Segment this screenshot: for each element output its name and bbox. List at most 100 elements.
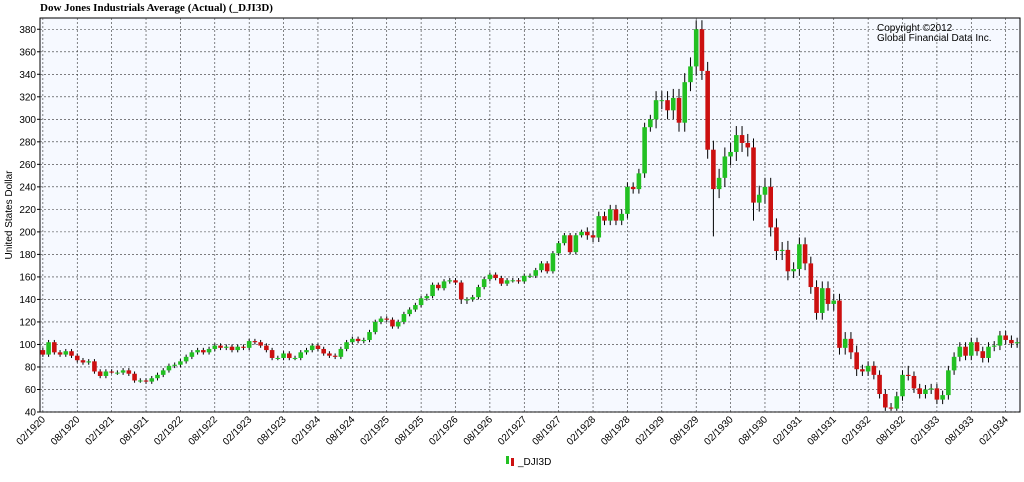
candle-body — [499, 278, 504, 284]
candle-body — [642, 127, 647, 174]
candle-body — [493, 274, 498, 279]
candle-body — [63, 351, 69, 355]
y-tick-label: 360 — [19, 47, 36, 58]
candle-body — [762, 186, 768, 195]
candle-body — [57, 352, 63, 355]
candle-body — [321, 348, 326, 354]
candle-body — [848, 338, 854, 353]
y-tick-label: 140 — [19, 295, 36, 306]
candle-body — [659, 100, 665, 102]
candle-body — [607, 209, 613, 221]
candle-body — [779, 249, 785, 252]
candle-body — [562, 235, 567, 244]
candle-body — [602, 216, 607, 221]
candle-body — [917, 388, 922, 394]
candle-body — [281, 353, 286, 358]
candle-body — [693, 29, 699, 67]
candle-body — [40, 350, 46, 355]
candle-body — [516, 280, 521, 282]
candle-body — [212, 345, 218, 349]
candle-body — [361, 339, 367, 342]
candle-body — [968, 342, 974, 356]
candle-body — [670, 97, 676, 111]
x-tick-label: 02/1920 — [15, 414, 49, 448]
candle-body — [264, 345, 269, 351]
y-tick-label: 120 — [19, 317, 36, 328]
candle-body — [86, 361, 92, 363]
x-tick-label: 02/1930 — [702, 414, 736, 448]
candle-body — [883, 393, 888, 408]
candle-body — [74, 355, 80, 361]
candle-body — [630, 186, 636, 190]
x-tick-label: 08/1930 — [737, 414, 771, 448]
x-tick-label: 02/1929 — [634, 414, 668, 448]
candle-body — [905, 374, 911, 376]
x-tick-label: 02/1922 — [152, 414, 186, 448]
candle-body — [854, 352, 859, 370]
y-tick-label: 200 — [19, 227, 36, 238]
candle-body — [218, 345, 223, 348]
candle-body — [1003, 335, 1008, 340]
candle-body — [424, 296, 430, 299]
candle-body — [900, 374, 905, 397]
candle-body — [653, 100, 659, 120]
candle-body — [797, 244, 802, 270]
x-tick-label: 08/1928 — [599, 414, 633, 448]
x-tick-label: 02/1933 — [909, 414, 943, 448]
candle-body — [223, 346, 229, 348]
candle-body — [235, 346, 241, 351]
candle-body — [372, 321, 378, 333]
candle-body — [711, 149, 716, 190]
candle-body — [252, 341, 258, 343]
candle-body — [539, 263, 544, 271]
x-tick-label: 08/1920 — [49, 414, 83, 448]
candle-body — [837, 300, 842, 348]
candle-body — [934, 388, 940, 400]
annotation: Global Financial Data Inc. — [877, 33, 992, 44]
x-tick-label: 02/1931 — [771, 414, 805, 448]
candle-body — [923, 389, 928, 394]
y-tick-label: 220 — [19, 205, 36, 216]
candle-body — [132, 373, 137, 381]
candle-body — [556, 243, 561, 254]
candle-body — [447, 280, 453, 282]
y-tick-label: 340 — [19, 70, 36, 81]
candle-body — [734, 135, 739, 152]
candle-body — [940, 395, 945, 400]
candle-body — [229, 346, 235, 351]
candle-body — [688, 66, 693, 83]
x-tick-label: 08/1924 — [324, 414, 358, 448]
candle-body — [120, 370, 126, 373]
candle-body — [573, 235, 579, 253]
candle-body — [521, 275, 527, 282]
candle-body — [390, 319, 395, 327]
plot-area — [39, 17, 1021, 413]
candle-body — [149, 378, 155, 382]
candle-body — [298, 352, 304, 358]
candle-body — [166, 365, 172, 371]
candle-body — [625, 186, 630, 214]
x-tick-label: 02/1934 — [977, 414, 1011, 448]
candle-body — [974, 342, 980, 352]
candle-body — [287, 353, 292, 358]
candle-body — [728, 151, 733, 157]
candle-body — [178, 361, 183, 365]
y-tick-label: 80 — [25, 362, 37, 373]
candle-body — [745, 142, 751, 148]
candle-body — [865, 365, 871, 372]
candle-body — [481, 279, 487, 288]
x-tick-label: 08/1923 — [255, 414, 289, 448]
candle-body — [189, 352, 195, 357]
candle-body — [802, 244, 808, 264]
candle-body — [332, 355, 338, 357]
candle-body — [436, 284, 441, 289]
candle-body — [791, 269, 796, 272]
candle-body — [636, 173, 642, 190]
candle-body — [275, 357, 281, 359]
y-tick-label: 40 — [25, 408, 37, 419]
candle-body — [648, 119, 653, 128]
candle-body — [613, 209, 619, 221]
candle-body — [946, 370, 951, 396]
y-axis-label: United States Dollar — [4, 170, 15, 260]
candle-body — [928, 388, 934, 390]
